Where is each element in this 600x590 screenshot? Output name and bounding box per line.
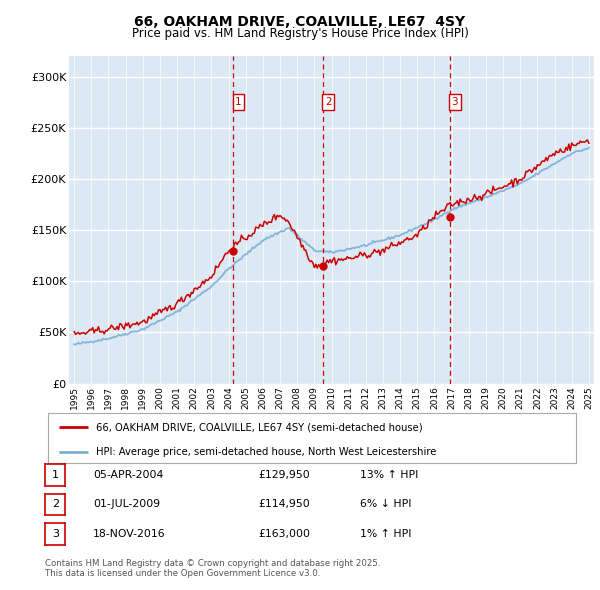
Text: 2: 2 — [325, 97, 332, 107]
Text: 3: 3 — [452, 97, 458, 107]
Text: £129,950: £129,950 — [258, 470, 310, 480]
Text: 1% ↑ HPI: 1% ↑ HPI — [360, 529, 412, 539]
Text: 13% ↑ HPI: 13% ↑ HPI — [360, 470, 418, 480]
Text: 66, OAKHAM DRIVE, COALVILLE, LE67  4SY: 66, OAKHAM DRIVE, COALVILLE, LE67 4SY — [134, 15, 466, 30]
Text: This data is licensed under the Open Government Licence v3.0.: This data is licensed under the Open Gov… — [45, 569, 320, 578]
Text: 05-APR-2004: 05-APR-2004 — [93, 470, 163, 480]
Text: 01-JUL-2009: 01-JUL-2009 — [93, 500, 160, 509]
Text: 1: 1 — [52, 470, 59, 480]
Text: 66, OAKHAM DRIVE, COALVILLE, LE67 4SY (semi-detached house): 66, OAKHAM DRIVE, COALVILLE, LE67 4SY (s… — [95, 422, 422, 432]
Text: 1: 1 — [235, 97, 242, 107]
Text: 2: 2 — [52, 500, 59, 509]
Text: £114,950: £114,950 — [258, 500, 310, 509]
Text: Price paid vs. HM Land Registry's House Price Index (HPI): Price paid vs. HM Land Registry's House … — [131, 27, 469, 40]
Text: 6% ↓ HPI: 6% ↓ HPI — [360, 500, 412, 509]
Text: HPI: Average price, semi-detached house, North West Leicestershire: HPI: Average price, semi-detached house,… — [95, 447, 436, 457]
Text: 18-NOV-2016: 18-NOV-2016 — [93, 529, 166, 539]
Text: Contains HM Land Registry data © Crown copyright and database right 2025.: Contains HM Land Registry data © Crown c… — [45, 559, 380, 568]
Text: £163,000: £163,000 — [258, 529, 310, 539]
Text: 3: 3 — [52, 529, 59, 539]
